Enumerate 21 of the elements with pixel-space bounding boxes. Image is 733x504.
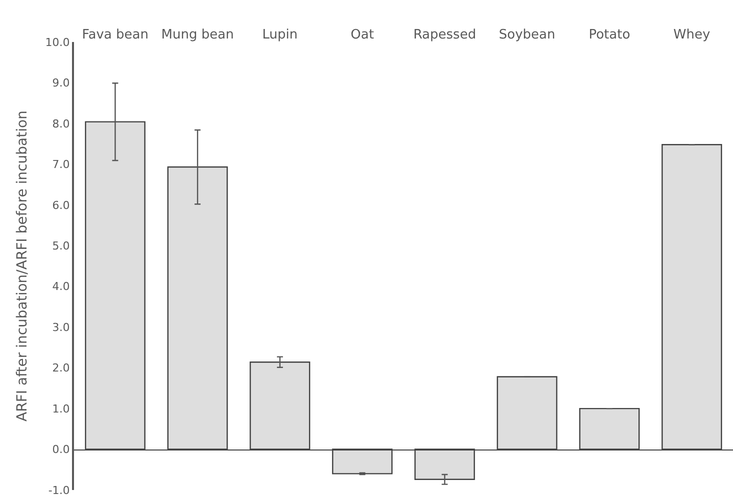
y-tick-label: 5.0: [52, 239, 70, 252]
y-tick-label: 1.0: [52, 402, 70, 416]
x-tick-label: Whey: [673, 27, 711, 42]
x-tick-label: Mung bean: [161, 27, 234, 42]
y-tick-label: 7.0: [52, 158, 70, 172]
y-tick-label: 6.0: [52, 198, 70, 212]
x-tick-label: Lupin: [262, 27, 298, 42]
y-tick-label: -1.0: [48, 484, 70, 497]
x-tick-label: Soybean: [498, 27, 556, 42]
y-tick-label: 3.0: [52, 320, 70, 334]
x-tick-label: Fava bean: [82, 27, 148, 42]
y-axis-title: ARFI after incubation/ARFI before incubation: [14, 110, 30, 422]
y-tick-label: 2.0: [52, 362, 70, 375]
x-tick-label: Potato: [588, 27, 630, 42]
y-tick-label: 0.0: [52, 443, 70, 456]
y-tick-label: 10.0: [45, 36, 70, 49]
x-tick-label: Rapessed: [413, 27, 476, 42]
x-tick-label: Oat: [350, 27, 374, 42]
y-tick-label: 9.0: [52, 76, 70, 90]
y-tick-label: 8.0: [52, 117, 70, 130]
y-tick-label: 4.0: [52, 280, 70, 294]
